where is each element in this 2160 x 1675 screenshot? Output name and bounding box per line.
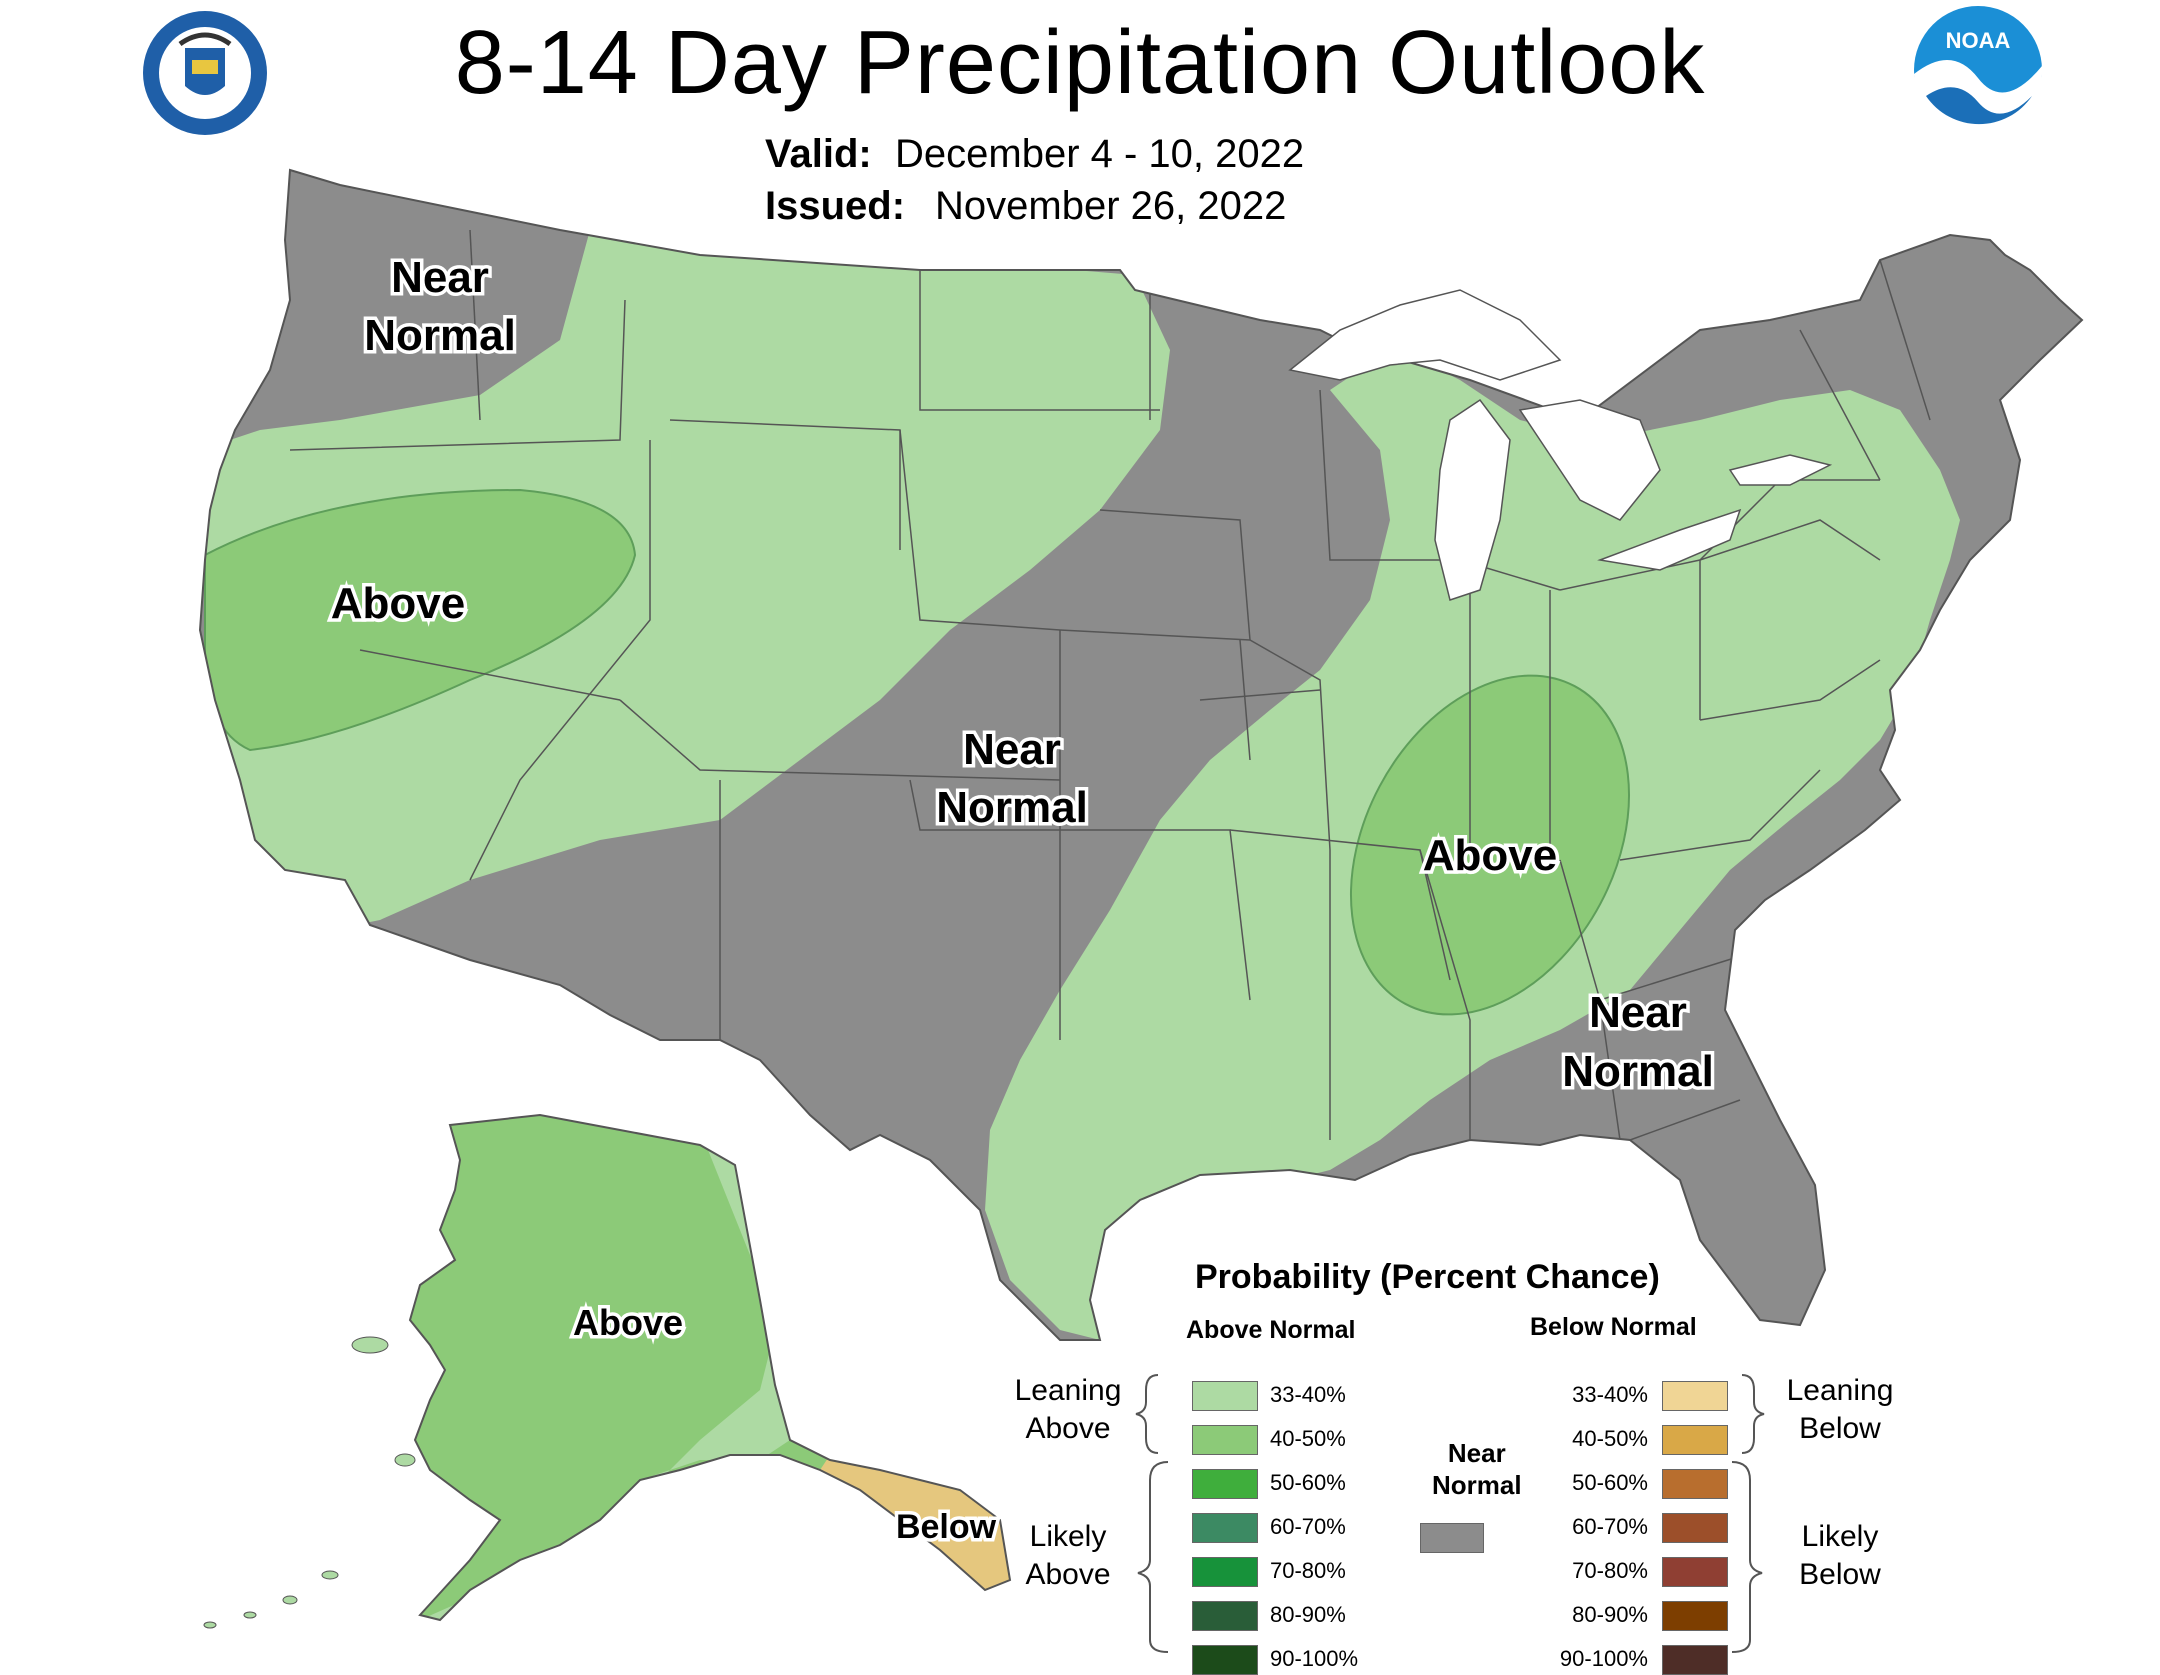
- legend-below-swatch-3: [1662, 1469, 1728, 1499]
- doc-seal-icon: [143, 11, 267, 135]
- brace-likely-above: [1137, 1461, 1169, 1653]
- legend-leaning-above: Leaning Above: [1003, 1372, 1133, 1448]
- legend-above-swatch-5: [1192, 1557, 1258, 1587]
- legend-near-label: Near Normal: [1432, 1437, 1522, 1501]
- brace-leaning-below: [1741, 1374, 1765, 1454]
- legend-below-swatch-1: [1662, 1381, 1728, 1411]
- noaa-logo-text: NOAA: [1946, 28, 2011, 53]
- legend-above-heading: Above Normal: [1186, 1316, 1356, 1344]
- legend-above-range-2: 40-50%: [1270, 1426, 1346, 1451]
- legend-below-range-1: 33-40%: [1572, 1382, 1648, 1407]
- legend-title: Probability (Percent Chance): [1195, 1258, 1660, 1296]
- legend-below-range-5: 70-80%: [1572, 1558, 1648, 1583]
- legend-above-range-5: 70-80%: [1270, 1558, 1346, 1583]
- leaning-below-line1: Leaning: [1786, 1374, 1894, 1407]
- brace-likely-below: [1731, 1461, 1763, 1653]
- legend-above-swatch-7: [1192, 1645, 1258, 1675]
- likely-above-line2: Above: [1025, 1558, 1111, 1591]
- legend-above-range-4: 60-70%: [1270, 1514, 1346, 1539]
- legend-below-range-7: 90-100%: [1559, 1646, 1648, 1671]
- brace-leaning-above: [1135, 1374, 1159, 1454]
- legend-near-line1: Near: [1447, 1438, 1506, 1468]
- leaning-above-line2: Above: [1025, 1412, 1111, 1445]
- legend-below-swatch-7: [1662, 1645, 1728, 1675]
- legend-likely-below: Likely Below: [1770, 1518, 1910, 1594]
- legend-above-range-6: 80-90%: [1270, 1602, 1346, 1627]
- legend-above-range-7: 90-100%: [1270, 1646, 1359, 1671]
- legend-near-swatch: [1420, 1523, 1484, 1553]
- legend-below-heading: Below Normal: [1530, 1313, 1697, 1341]
- valid-value: December 4 - 10, 2022: [895, 132, 1305, 176]
- legend-below-range-4: 60-70%: [1572, 1514, 1648, 1539]
- legend-below-swatch-2: [1662, 1425, 1728, 1455]
- legend-above-swatch-3: [1192, 1469, 1258, 1499]
- legend-below-range-6: 80-90%: [1572, 1602, 1648, 1627]
- legend-below-range-3: 50-60%: [1572, 1470, 1648, 1495]
- map-title: 8-14 Day Precipitation Outlook: [454, 13, 1706, 113]
- legend-below-swatch-6: [1662, 1601, 1728, 1631]
- likely-below-line1: Likely: [1801, 1520, 1879, 1553]
- likely-below-line2: Below: [1799, 1558, 1881, 1591]
- noaa-logo-icon: NOAA: [1914, 6, 2042, 136]
- valid-label: Valid:: [765, 132, 872, 176]
- leaning-above-line1: Leaning: [1014, 1374, 1122, 1407]
- legend-likely-above: Likely Above: [1003, 1518, 1133, 1594]
- legend-below-swatch-5: [1662, 1557, 1728, 1587]
- legend-below-range-2: 40-50%: [1572, 1426, 1648, 1451]
- legend-above-swatch-6: [1192, 1601, 1258, 1631]
- legend-near-line2: Normal: [1432, 1470, 1522, 1500]
- legend-above-swatch-4: [1192, 1513, 1258, 1543]
- likely-above-line1: Likely: [1029, 1520, 1107, 1553]
- legend-above-swatch-2: [1192, 1425, 1258, 1455]
- leaning-below-line2: Below: [1799, 1412, 1881, 1445]
- legend-above-swatch-1: [1192, 1381, 1258, 1411]
- legend-above-range-3: 50-60%: [1270, 1470, 1346, 1495]
- legend-leaning-below: Leaning Below: [1770, 1372, 1910, 1448]
- legend-below-swatch-4: [1662, 1513, 1728, 1543]
- legend-above-range-1: 33-40%: [1270, 1382, 1346, 1407]
